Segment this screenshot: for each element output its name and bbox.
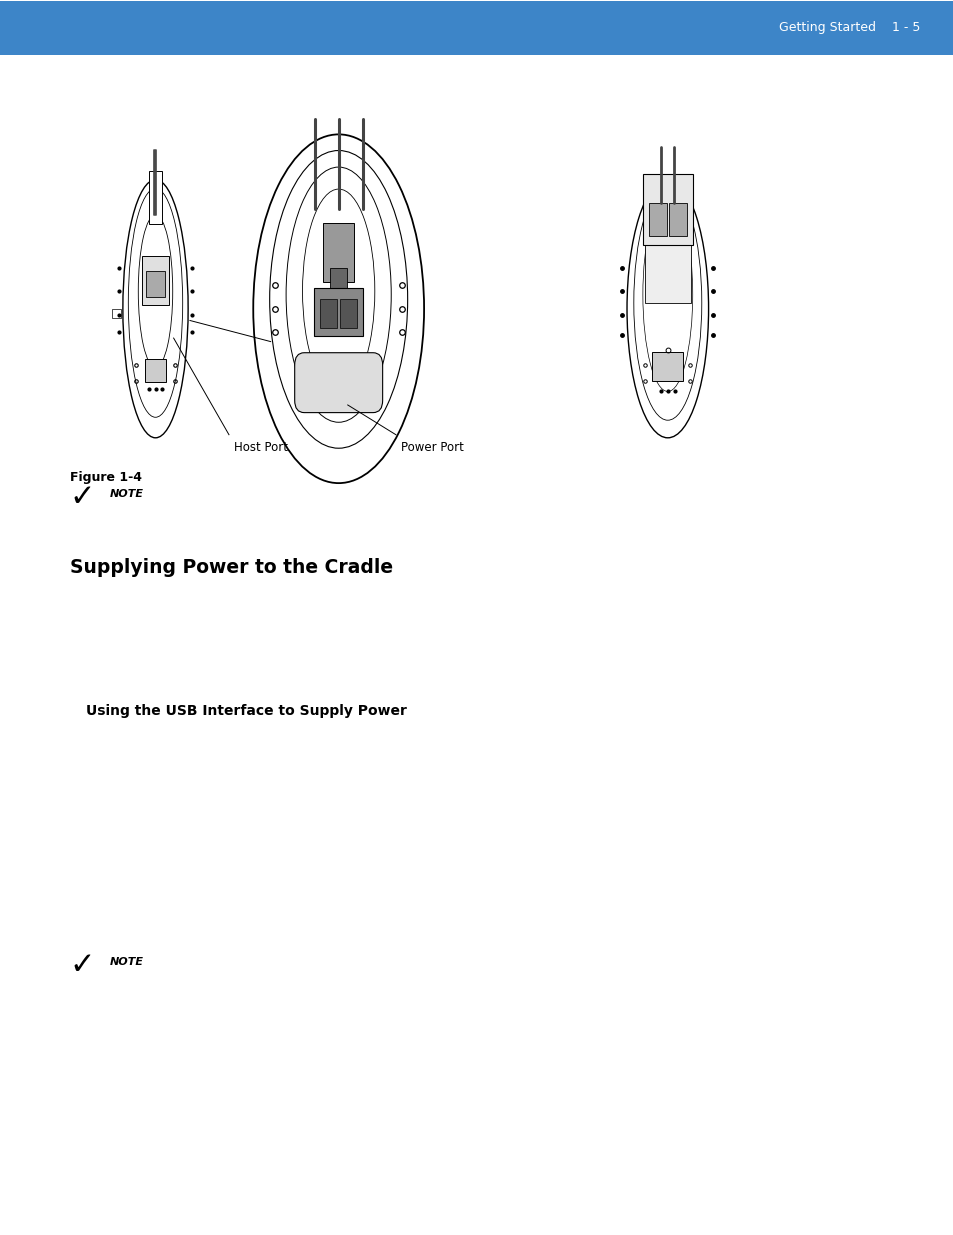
Text: Host Port: Host Port xyxy=(233,441,288,454)
Text: Figure 1-4: Figure 1-4 xyxy=(70,471,141,484)
Ellipse shape xyxy=(302,189,375,393)
FancyBboxPatch shape xyxy=(668,203,686,236)
Ellipse shape xyxy=(270,151,407,448)
Text: Supplying Power to the Cradle: Supplying Power to the Cradle xyxy=(70,558,393,577)
FancyBboxPatch shape xyxy=(340,299,356,327)
Text: NOTE: NOTE xyxy=(110,489,144,499)
Ellipse shape xyxy=(626,180,708,438)
FancyBboxPatch shape xyxy=(642,174,692,245)
Ellipse shape xyxy=(138,215,172,368)
Ellipse shape xyxy=(123,180,188,438)
FancyBboxPatch shape xyxy=(652,352,682,380)
Ellipse shape xyxy=(253,135,424,483)
FancyBboxPatch shape xyxy=(142,256,169,305)
FancyBboxPatch shape xyxy=(146,272,165,298)
Text: NOTE: NOTE xyxy=(110,957,144,967)
Ellipse shape xyxy=(286,167,391,422)
FancyBboxPatch shape xyxy=(644,242,690,304)
FancyBboxPatch shape xyxy=(145,359,166,382)
FancyBboxPatch shape xyxy=(648,203,666,236)
Ellipse shape xyxy=(128,189,182,417)
Ellipse shape xyxy=(633,185,701,420)
Text: Power Port: Power Port xyxy=(400,441,463,454)
FancyBboxPatch shape xyxy=(294,353,382,412)
Ellipse shape xyxy=(642,198,692,391)
FancyBboxPatch shape xyxy=(330,268,347,301)
FancyBboxPatch shape xyxy=(323,222,354,282)
FancyBboxPatch shape xyxy=(320,299,336,327)
FancyBboxPatch shape xyxy=(314,289,363,336)
Bar xyxy=(112,309,121,319)
Text: ✓: ✓ xyxy=(70,951,95,981)
Text: Getting Started    1 - 5: Getting Started 1 - 5 xyxy=(779,21,920,35)
Text: ✓: ✓ xyxy=(70,483,95,513)
Bar xyxy=(0,0,953,54)
Text: Using the USB Interface to Supply Power: Using the USB Interface to Supply Power xyxy=(86,704,406,718)
Bar xyxy=(149,172,162,225)
